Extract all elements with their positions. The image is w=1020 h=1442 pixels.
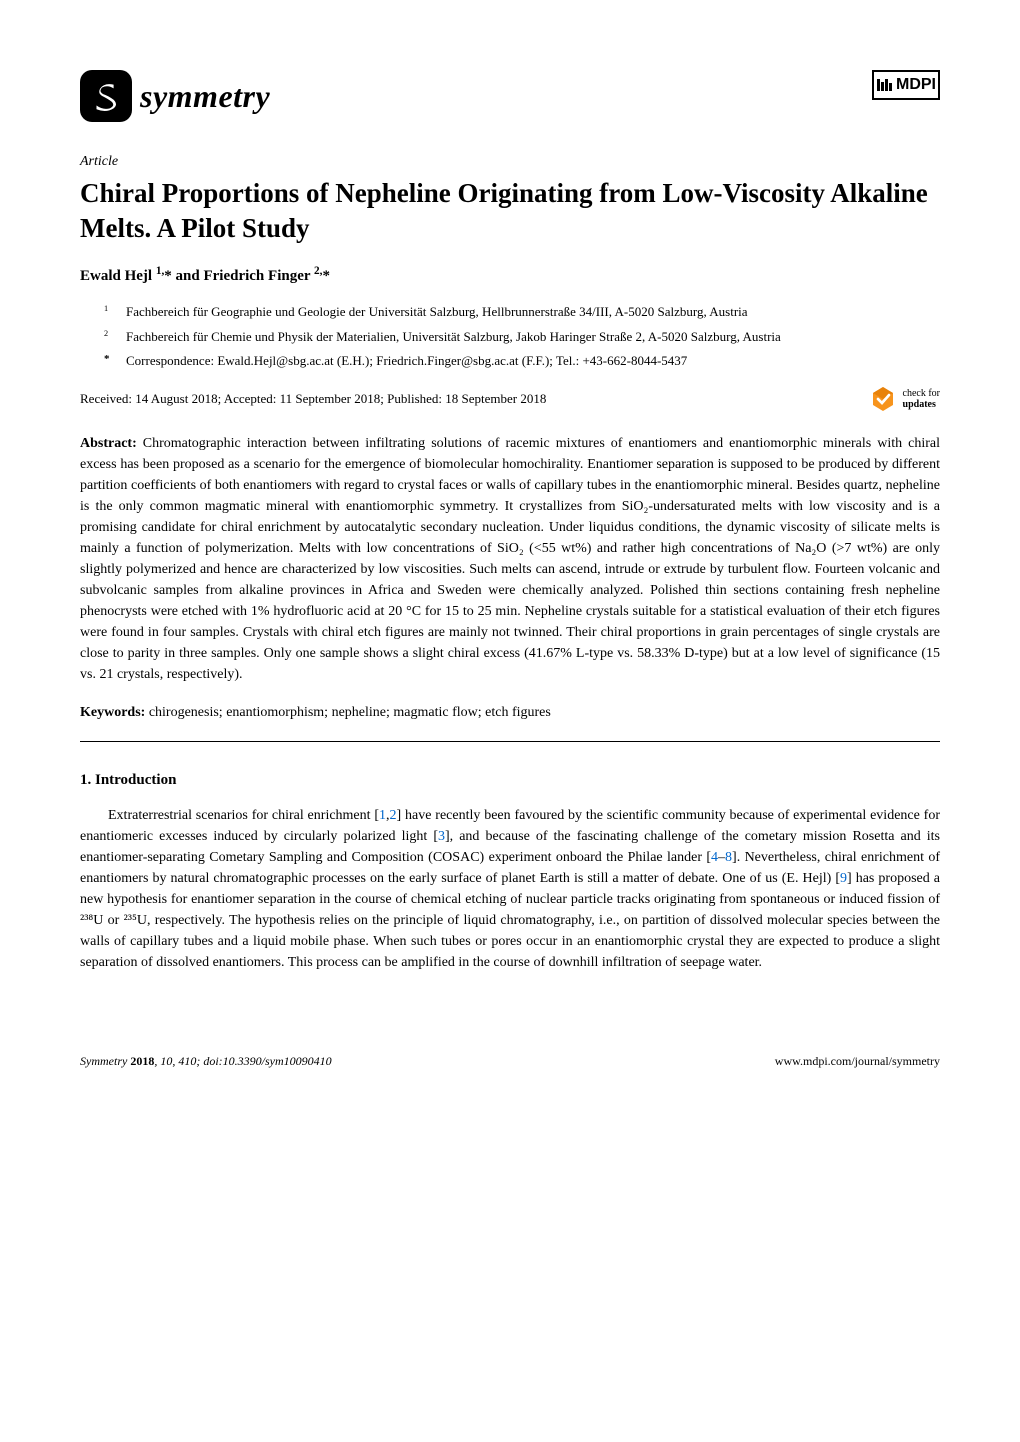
affiliation-text: Fachbereich für Chemie und Physik der Ma… <box>126 328 940 347</box>
mdpi-glyph-icon <box>876 76 894 94</box>
symmetry-logo-icon <box>80 70 132 122</box>
footer-journal: Symmetry <box>80 1054 130 1068</box>
keywords-label: Keywords: <box>80 705 145 720</box>
check-line2: updates <box>903 399 940 410</box>
abstract-label: Abstract: <box>80 436 137 451</box>
keywords-text: chirogenesis; enantiomorphism; nepheline… <box>145 705 551 720</box>
mdpi-mark-icon: MDPI <box>872 70 940 100</box>
authors: Ewald Hejl 1,* and Friedrich Finger 2,* <box>80 264 940 287</box>
ref-sep: – <box>718 850 725 865</box>
body-paragraph: Extraterrestrial scenarios for chiral en… <box>80 805 940 973</box>
affiliation-num: * <box>104 352 126 371</box>
check-updates-badge[interactable]: check for updates <box>869 385 940 413</box>
footer-year: 2018 <box>130 1054 154 1068</box>
footer-left: Symmetry 2018, 10, 410; doi:10.3390/sym1… <box>80 1053 332 1070</box>
affiliation-item: 2 Fachbereich für Chemie und Physik der … <box>104 328 940 347</box>
abstract: Abstract: Chromatographic interaction be… <box>80 433 940 685</box>
divider <box>80 741 940 742</box>
ref-link[interactable]: 2 <box>390 808 397 823</box>
section-heading: 1. Introduction <box>80 770 940 791</box>
article-title: Chiral Proportions of Nepheline Originat… <box>80 176 940 246</box>
affiliation-item: * Correspondence: Ewald.Hejl@sbg.ac.at (… <box>104 352 940 371</box>
footer-right[interactable]: www.mdpi.com/journal/symmetry <box>775 1053 940 1070</box>
journal-logo-group: symmetry <box>80 70 270 122</box>
s-glyph-icon <box>87 77 125 115</box>
check-updates-icon <box>869 385 897 413</box>
abstract-text: Chromatographic interaction between infi… <box>80 436 940 682</box>
ref-link[interactable]: 1 <box>379 808 386 823</box>
article-type: Article <box>80 152 940 172</box>
ref-link[interactable]: 9 <box>840 871 847 886</box>
ref-link[interactable]: 3 <box>438 829 445 844</box>
mdpi-text: MDPI <box>896 74 936 96</box>
journal-name: symmetry <box>140 74 270 119</box>
header-row: symmetry MDPI <box>80 70 940 122</box>
ref-link[interactable]: 8 <box>725 850 732 865</box>
affiliation-item: 1 Fachbereich für Geographie und Geologi… <box>104 303 940 322</box>
affiliations: 1 Fachbereich für Geographie und Geologi… <box>104 303 940 372</box>
check-line1: check for <box>903 388 940 399</box>
check-updates-text: check for updates <box>903 388 940 410</box>
mdpi-logo: MDPI <box>872 70 940 100</box>
footer-doi: , 10, 410; doi:10.3390/sym10090410 <box>154 1054 331 1068</box>
affiliation-text: Correspondence: Ewald.Hejl@sbg.ac.at (E.… <box>126 352 940 371</box>
dates-text: Received: 14 August 2018; Accepted: 11 S… <box>80 390 546 408</box>
keywords: Keywords: chirogenesis; enantiomorphism;… <box>80 703 940 723</box>
affiliation-num: 1 <box>104 303 126 322</box>
body-text-span: Extraterrestrial scenarios for chiral en… <box>108 808 379 823</box>
ref-link[interactable]: 4 <box>711 850 718 865</box>
affiliation-text: Fachbereich für Geographie und Geologie … <box>126 303 940 322</box>
footer-row: Symmetry 2018, 10, 410; doi:10.3390/sym1… <box>80 1053 940 1070</box>
affiliation-num: 2 <box>104 328 126 347</box>
dates-row: Received: 14 August 2018; Accepted: 11 S… <box>80 385 940 413</box>
